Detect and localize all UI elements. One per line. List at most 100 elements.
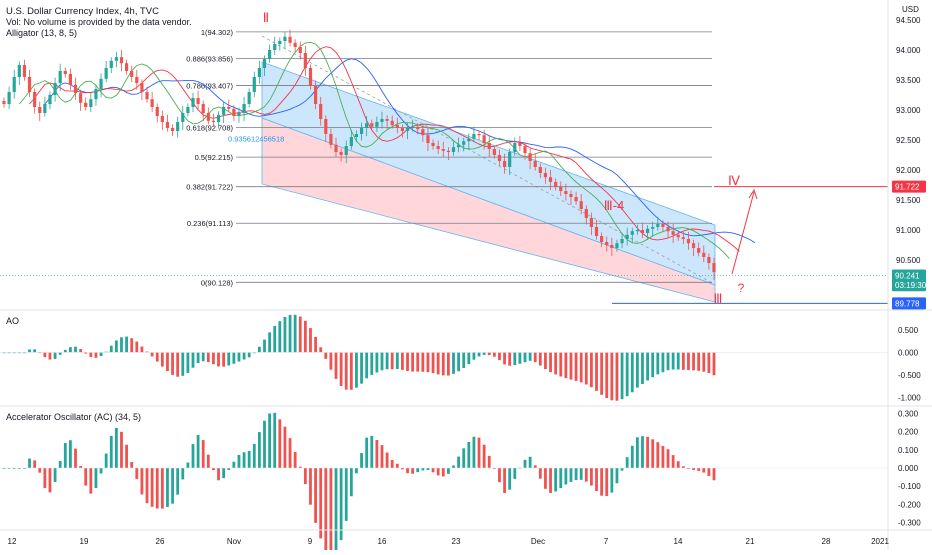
candle-body: [2, 101, 6, 104]
alligator-legend[interactable]: Alligator (13, 8, 5): [6, 28, 78, 38]
candle-body: [186, 107, 190, 113]
wave-label: ?: [738, 281, 745, 295]
ao-bar: [605, 352, 609, 398]
ao-bar: [196, 352, 200, 364]
ac-bar: [676, 461, 680, 468]
ao-bar: [58, 352, 62, 355]
ao-bar: [697, 352, 701, 371]
candle-body: [22, 65, 27, 77]
ao-bar: [375, 352, 379, 373]
price-tag-label: 91.722: [895, 183, 920, 192]
ao-bar: [385, 352, 389, 370]
ac-bar: [635, 437, 639, 468]
candle-body: [150, 99, 154, 107]
ac-bar: [549, 468, 552, 493]
candle-body: [502, 161, 507, 167]
ac-bar: [212, 468, 215, 471]
ao-bar: [656, 352, 660, 375]
ac-tick-label: -0.100: [898, 482, 921, 491]
ac-tick-label: 0.200: [898, 428, 919, 437]
ac-bar: [120, 431, 123, 468]
ac-bar: [257, 432, 261, 468]
ao-bar: [150, 352, 154, 357]
candle-body: [640, 230, 645, 233]
ao-bar: [23, 352, 26, 354]
candle-body: [543, 173, 548, 178]
ac-bar: [349, 468, 353, 497]
ao-bar: [380, 352, 384, 371]
ao-bar: [89, 352, 93, 358]
ac-pane-title[interactable]: Accelerator Oscillator (AC) (34, 5): [6, 412, 142, 422]
candle-body: [472, 134, 476, 139]
candle-body: [252, 77, 256, 92]
ao-bar: [329, 352, 333, 370]
ao-bar: [104, 351, 108, 353]
ao-bar: [625, 352, 629, 397]
ac-bar: [446, 468, 450, 474]
candle-body: [538, 167, 542, 173]
price-tag-label: 03:19:30: [895, 281, 927, 290]
ao-pane-title[interactable]: AO: [6, 316, 20, 326]
ac-bar: [104, 453, 108, 468]
candle-body: [359, 128, 364, 134]
ao-bar: [482, 352, 486, 355]
ao-bar: [319, 347, 323, 353]
ac-bar: [237, 454, 241, 468]
candle-body: [298, 47, 302, 53]
candle-body: [344, 146, 348, 155]
ao-bar: [452, 352, 455, 374]
ao-bar: [314, 336, 317, 353]
candle-body: [686, 239, 691, 244]
ac-bar: [89, 468, 93, 494]
ac-bar: [135, 468, 139, 480]
ao-bar: [615, 352, 619, 401]
candle-body: [564, 191, 568, 194]
ao-bar: [109, 345, 113, 353]
ao-bar: [48, 352, 52, 360]
candle-body: [528, 153, 532, 161]
ao-bar: [687, 352, 690, 371]
ao-bar: [2, 352, 6, 354]
ao-bar: [145, 351, 149, 353]
candle-body: [247, 92, 251, 104]
ac-bar: [12, 468, 16, 469]
ao-bar: [217, 352, 220, 367]
ac-bar: [63, 443, 67, 468]
candle-body: [268, 50, 272, 59]
ac-bar: [130, 462, 134, 468]
ac-bar: [125, 444, 128, 468]
fib-level-label: 0.382(91.722): [186, 183, 233, 192]
ao-bar: [676, 352, 680, 370]
symbol-title: U.S. Dollar Currency Index, 4h, TVC: [6, 6, 159, 17]
ac-bar: [140, 468, 144, 495]
candle-body: [104, 68, 108, 79]
candle-body: [73, 84, 78, 94]
time-tick-label: 14: [674, 537, 683, 546]
ac-tick-label: -0.300: [898, 519, 921, 528]
time-tick-label: 2021: [871, 537, 889, 546]
ao-bar: [549, 352, 552, 373]
ac-bar: [314, 468, 317, 523]
candle-body: [370, 123, 374, 127]
candle-body: [160, 116, 164, 122]
candle-body: [533, 161, 537, 167]
candle-body: [375, 122, 379, 127]
ao-bar: [600, 352, 604, 395]
ao-bar: [237, 352, 241, 362]
ao-bar: [28, 349, 31, 353]
candle-body: [426, 135, 430, 143]
ao-bar: [421, 352, 425, 372]
ao-bar: [503, 352, 506, 365]
wave-label: Ⅳ: [728, 173, 740, 188]
ac-bar: [406, 468, 409, 474]
candle-body: [712, 263, 716, 272]
candle-body: [278, 41, 282, 44]
ac-bar: [17, 468, 21, 469]
candle-body: [206, 113, 210, 121]
ao-bar: [646, 352, 649, 381]
time-tick-label: 9: [308, 537, 313, 546]
candle-body: [600, 236, 604, 242]
price-tick-label: 90.500: [896, 256, 921, 265]
ao-bar: [273, 325, 277, 353]
